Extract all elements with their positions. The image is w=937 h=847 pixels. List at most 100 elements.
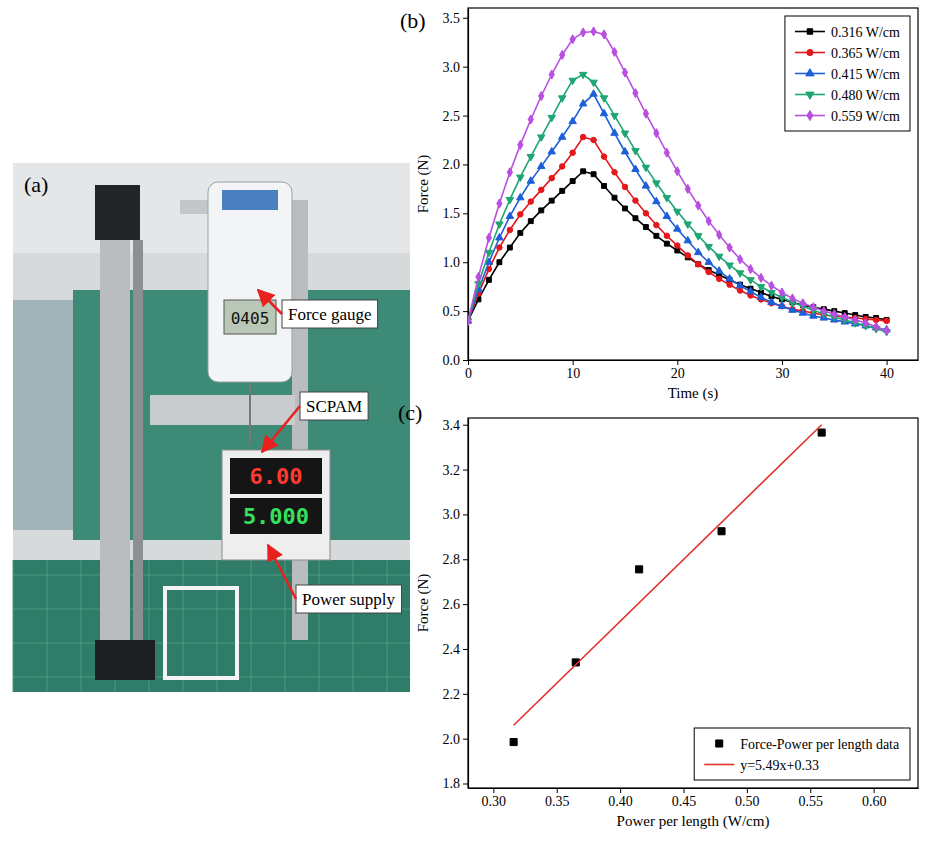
- tick-label: 3.0: [443, 507, 461, 522]
- tick-mark: [463, 784, 468, 785]
- callout-arrow: [268, 545, 296, 599]
- gauge-hook: [249, 382, 251, 445]
- marker: [560, 50, 565, 59]
- mat-grid: [81, 560, 82, 692]
- marker: [591, 172, 596, 177]
- current-display: [230, 498, 322, 534]
- marker: [643, 109, 648, 118]
- force-gauge: [208, 182, 292, 382]
- marker: [517, 193, 524, 199]
- marker: [591, 137, 597, 143]
- tick-mark: [782, 360, 783, 365]
- marker: [486, 233, 491, 242]
- legend-label: 0.365 W/cm: [831, 46, 900, 61]
- printed-cage: [165, 588, 237, 678]
- marker: [863, 318, 868, 327]
- marker: [769, 281, 774, 290]
- marker: [611, 113, 618, 119]
- tick-label: 1.8: [443, 776, 461, 791]
- marker: [674, 209, 681, 215]
- tick: 3.5: [443, 11, 469, 26]
- marker: [695, 261, 701, 267]
- current-reading: 5.000: [243, 504, 309, 529]
- marker: [622, 68, 627, 77]
- callout-arrow: [258, 290, 282, 314]
- marker: [696, 201, 701, 210]
- marker: [818, 429, 825, 436]
- marker: [664, 233, 670, 239]
- tick: 2.8: [443, 552, 469, 567]
- tick-mark: [810, 788, 811, 793]
- tick: 0.35: [545, 788, 570, 809]
- marker: [715, 254, 722, 260]
- series: [468, 169, 889, 323]
- legend-item: 0.559 W/cm: [795, 109, 900, 124]
- tick: 40: [880, 360, 894, 381]
- marker: [654, 233, 659, 238]
- tick-label: 2.4: [443, 642, 461, 657]
- marker: [538, 187, 544, 193]
- tick-mark: [463, 649, 468, 650]
- marker: [726, 263, 733, 269]
- marker: [654, 129, 659, 138]
- marker: [757, 285, 764, 291]
- marker: [496, 233, 503, 239]
- marker: [717, 230, 722, 239]
- tick-label: 2.5: [443, 109, 461, 124]
- tick-mark: [887, 360, 888, 365]
- tick-label: 40: [880, 366, 894, 381]
- marker: [706, 269, 712, 275]
- tick-label: 1.0: [443, 255, 461, 270]
- marker: [685, 253, 691, 259]
- tick-label: 0.40: [608, 794, 633, 809]
- marker: [842, 312, 847, 321]
- tick: 2.4: [443, 642, 469, 657]
- marker: [636, 566, 643, 573]
- legend-marker: [807, 110, 813, 120]
- stepper-motor: [95, 185, 140, 240]
- marker: [663, 196, 670, 202]
- voltage-reading: 6.00: [250, 464, 303, 489]
- tick-label: 2.0: [443, 157, 461, 172]
- marker: [560, 188, 565, 193]
- gauge-display: [224, 300, 276, 334]
- y-axis: 0.00.51.01.52.02.53.03.5: [443, 9, 469, 368]
- marker: [727, 243, 732, 252]
- marker: [600, 96, 607, 102]
- marker: [632, 165, 639, 171]
- tick-mark: [463, 425, 468, 426]
- tick-mark: [677, 360, 678, 365]
- marker: [726, 275, 733, 281]
- gauge-brand: [222, 190, 278, 210]
- mat-grid: [251, 560, 252, 692]
- tick: 2.0: [443, 157, 469, 172]
- marker: [497, 260, 502, 265]
- chart-panel: 0.300.350.400.450.500.550.601.82.02.22.4…: [398, 400, 919, 830]
- marker: [643, 225, 648, 230]
- legend-box: [694, 728, 910, 780]
- marker: [539, 91, 544, 100]
- tick: 2.0: [443, 732, 469, 747]
- marker: [569, 78, 576, 84]
- marker: [559, 164, 565, 170]
- tick-mark: [463, 116, 468, 117]
- photo-mat: [13, 560, 410, 692]
- tick: 3.0: [443, 60, 469, 75]
- marker: [778, 302, 785, 308]
- figure: 04056.005.000(a)Force gaugeSCPAMPower su…: [0, 0, 937, 847]
- legend-label: 0.480 W/cm: [831, 88, 900, 103]
- stand-crosshead: [150, 395, 295, 425]
- marker: [653, 197, 660, 203]
- marker: [705, 244, 712, 250]
- marker: [612, 170, 618, 176]
- callout-label: Force gauge: [288, 305, 372, 324]
- marker: [612, 47, 617, 56]
- marker: [518, 140, 523, 149]
- marker: [517, 175, 524, 181]
- tick: 0.50: [735, 788, 760, 809]
- marker: [684, 222, 691, 228]
- marker: [779, 288, 784, 297]
- marker: [486, 277, 491, 282]
- tick: 0.60: [862, 788, 887, 809]
- tick: 0.40: [608, 788, 633, 809]
